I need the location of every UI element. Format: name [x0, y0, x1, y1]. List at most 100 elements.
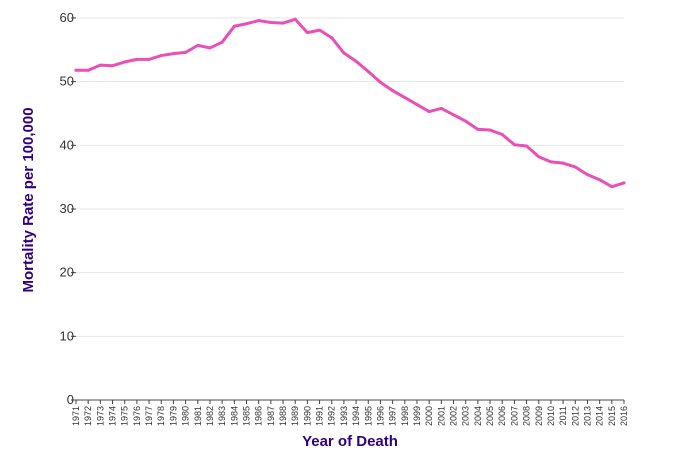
data-point: [512, 143, 516, 147]
x-tick-label: 2000: [424, 406, 434, 426]
x-tick-label: 1994: [351, 406, 361, 426]
data-point: [123, 60, 127, 64]
data-point: [427, 110, 431, 114]
x-tick-label: 1978: [156, 406, 166, 426]
x-tick-label: 1981: [193, 406, 203, 426]
series-layer: [74, 17, 626, 189]
data-point: [585, 173, 589, 177]
x-tick-label: 2006: [497, 406, 507, 426]
y-axis-ticks: 0 10 20 30 40 50 60: [60, 10, 76, 407]
x-tick-label: 1999: [412, 406, 422, 426]
data-point: [269, 20, 273, 24]
x-tick-label: 2012: [570, 406, 580, 426]
data-point: [196, 43, 200, 47]
x-tick-label: 2011: [558, 406, 568, 425]
data-point: [330, 36, 334, 40]
x-tick-label: 2016: [619, 406, 629, 426]
x-tick-label: 2002: [449, 406, 459, 426]
x-tick-label: 1979: [168, 406, 178, 426]
x-tick-label: 1971: [71, 406, 81, 426]
data-point: [403, 96, 407, 100]
data-point: [98, 63, 102, 67]
data-point: [439, 106, 443, 110]
x-tick-label: 2009: [534, 406, 544, 426]
data-point: [171, 52, 175, 56]
data-point: [305, 31, 309, 35]
data-point: [415, 103, 419, 107]
data-point: [391, 89, 395, 93]
data-point: [452, 113, 456, 117]
x-tick-label: 2015: [607, 406, 617, 426]
x-tick-label: 1998: [400, 406, 410, 426]
data-point: [74, 68, 78, 72]
y-tick-label: 10: [60, 328, 74, 343]
data-point: [208, 46, 212, 50]
data-point: [293, 17, 297, 21]
data-point: [257, 19, 261, 23]
y-tick-label: 40: [60, 137, 74, 152]
x-tick-label: 1982: [205, 406, 215, 426]
x-tick-label: 1996: [375, 406, 385, 426]
data-point: [525, 144, 529, 148]
x-tick-label: 1987: [266, 406, 276, 426]
x-tick-label: 1989: [290, 406, 300, 426]
x-tick-label: 1974: [108, 406, 118, 426]
x-tick-label: 1988: [278, 406, 288, 426]
x-tick-label: 1985: [241, 406, 251, 426]
x-tick-label: 2001: [436, 406, 446, 426]
x-tick-label: 2013: [582, 406, 592, 426]
series-line: [74, 17, 626, 189]
x-tick-label: 1983: [217, 406, 227, 426]
data-point: [184, 50, 188, 54]
data-point: [244, 22, 248, 26]
data-point: [476, 127, 480, 131]
y-tick-label: 60: [60, 10, 74, 25]
data-point: [159, 54, 163, 58]
data-point: [537, 155, 541, 159]
data-point: [232, 24, 236, 28]
data-point: [488, 128, 492, 132]
data-point: [366, 69, 370, 73]
data-point: [622, 181, 626, 185]
y-tick-label: 30: [60, 201, 74, 216]
data-point: [464, 119, 468, 123]
x-axis-ticks: 1971 1972 1973 1974 1975 1976 1977 1978 1979 1980…: [71, 400, 629, 426]
x-tick-label: 1991: [315, 406, 325, 426]
x-tick-label: 2004: [473, 406, 483, 426]
data-point: [598, 178, 602, 182]
x-tick-label: 2008: [522, 406, 532, 426]
x-tick-label: 2007: [509, 406, 519, 426]
x-tick-label: 2003: [461, 406, 471, 426]
x-tick-label: 1977: [144, 406, 154, 426]
y-tick-label: 0: [67, 392, 74, 407]
x-tick-label: 1986: [254, 406, 264, 426]
x-tick-label: 1993: [339, 406, 349, 426]
data-point: [500, 133, 504, 137]
data-point: [378, 80, 382, 84]
x-tick-label: 1975: [120, 406, 130, 426]
data-point: [281, 21, 285, 25]
x-tick-label: 1992: [327, 406, 337, 426]
x-tick-label: 1980: [181, 406, 191, 426]
data-point: [610, 185, 614, 189]
data-point: [147, 57, 151, 61]
x-tick-label: 1995: [363, 406, 373, 426]
data-point: [573, 165, 577, 169]
x-tick-label: 1972: [83, 406, 93, 426]
data-point: [561, 161, 565, 165]
x-tick-label: 2005: [485, 406, 495, 426]
x-tick-label: 2010: [546, 406, 556, 426]
x-tick-label: 1990: [302, 406, 312, 426]
data-point: [86, 68, 90, 72]
x-tick-label: 1976: [132, 406, 142, 426]
y-tick-label: 50: [60, 74, 74, 89]
data-point: [318, 28, 322, 32]
data-point: [354, 59, 358, 63]
data-point: [220, 40, 224, 44]
x-tick-label: 2014: [595, 406, 605, 426]
data-point: [111, 64, 115, 68]
x-axis-title: Year of Death: [302, 433, 398, 450]
x-tick-label: 1984: [229, 406, 239, 426]
gridlines: [76, 17, 624, 337]
